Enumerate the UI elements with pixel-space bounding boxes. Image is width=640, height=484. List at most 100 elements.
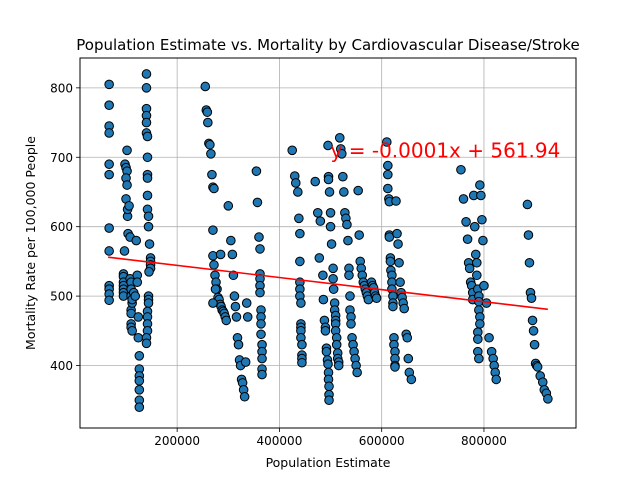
data-point [142, 131, 153, 142]
data-point [144, 267, 154, 277]
data-point [402, 332, 413, 343]
data-point [527, 315, 538, 326]
data-point [287, 145, 298, 156]
x-tick-label: 800000 [461, 434, 507, 448]
plot-frame [79, 57, 577, 429]
data-point [344, 270, 354, 281]
data-point [215, 249, 226, 260]
data-point [251, 166, 262, 176]
data-point [383, 183, 393, 194]
data-point [131, 235, 142, 246]
data-point [119, 246, 130, 256]
data-point [104, 100, 114, 111]
data-point [295, 228, 305, 239]
data-point [231, 312, 242, 322]
data-point [134, 351, 145, 361]
data-point [208, 298, 218, 308]
data-point [526, 293, 537, 303]
data-point [528, 326, 539, 336]
data-point [343, 235, 353, 246]
data-point [325, 221, 336, 232]
data-point [223, 201, 234, 211]
data-point [230, 301, 241, 312]
data-point [132, 277, 143, 288]
data-point [241, 298, 252, 308]
data-point [209, 183, 219, 194]
data-point [295, 256, 305, 267]
data-point [456, 164, 466, 175]
data-point [382, 137, 392, 147]
data-point [208, 225, 218, 235]
data-point [314, 253, 325, 263]
data-point [328, 263, 338, 274]
data-point [383, 160, 393, 171]
data-point [537, 377, 548, 387]
y-tick-label: 800 [50, 81, 73, 95]
data-point [384, 232, 395, 242]
data-point [325, 208, 336, 218]
data-point [383, 169, 393, 180]
data-point [388, 301, 398, 312]
data-point [122, 180, 132, 190]
data-point [104, 128, 114, 138]
data-point [104, 246, 114, 256]
data-point [209, 260, 219, 270]
data-point [104, 79, 114, 90]
data-point [472, 257, 482, 268]
data-point [143, 298, 154, 308]
data-point [255, 244, 265, 254]
data-point [256, 319, 266, 329]
data-point [210, 284, 221, 294]
data-point [393, 239, 403, 249]
data-point [532, 362, 543, 372]
data-point [338, 171, 348, 182]
chart-title: Population Estimate vs. Mortality by Car… [76, 36, 579, 54]
data-point [478, 235, 488, 246]
data-point [479, 280, 489, 291]
data-point [385, 256, 396, 267]
data-point [134, 375, 145, 386]
data-point [391, 196, 401, 206]
data-point [334, 133, 345, 143]
data-point [315, 216, 326, 226]
data-point [328, 273, 338, 284]
data-point [337, 148, 347, 159]
data-point [233, 339, 244, 350]
data-point [240, 357, 251, 367]
data-point [394, 257, 404, 268]
data-point [104, 223, 114, 233]
data-point [328, 284, 339, 294]
data-point [477, 214, 487, 225]
data-point [143, 221, 154, 232]
data-point [203, 117, 213, 128]
data-point [470, 249, 481, 260]
data-point [346, 319, 356, 329]
data-point [256, 329, 266, 340]
data-point [142, 190, 153, 201]
data-point [293, 187, 303, 197]
data-point [310, 176, 321, 187]
data-point [323, 359, 333, 369]
data-point [392, 228, 402, 239]
data-point [318, 270, 328, 281]
data-point [475, 180, 485, 190]
data-point [104, 295, 114, 306]
data-point [141, 69, 152, 79]
data-point [324, 187, 335, 197]
data-point [395, 277, 405, 288]
data-point [462, 234, 473, 244]
data-point [371, 293, 382, 303]
data-point [464, 263, 475, 274]
data-point [522, 199, 533, 210]
data-point [297, 339, 307, 350]
data-point [104, 169, 114, 180]
data-point [127, 326, 137, 336]
data-point [227, 249, 238, 260]
data-point [476, 190, 486, 201]
data-point [461, 217, 471, 227]
x-tick-label: 600000 [359, 434, 405, 448]
data-point [252, 197, 263, 208]
data-point [320, 326, 331, 336]
